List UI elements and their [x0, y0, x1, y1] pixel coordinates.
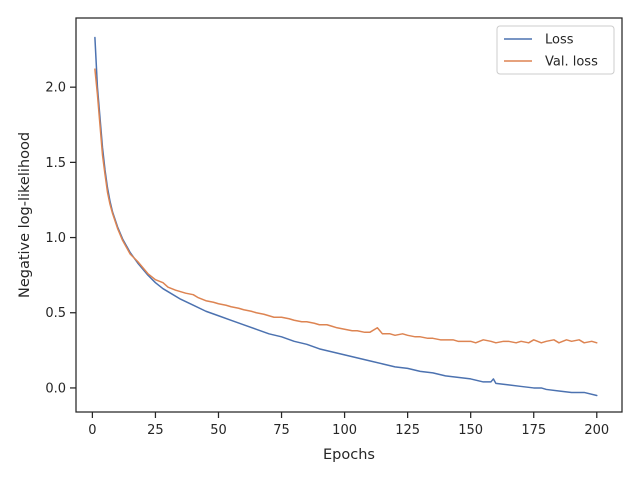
x-tick-label: 50 — [210, 423, 227, 438]
y-tick-label: 0.0 — [45, 381, 66, 396]
x-tick-label: 100 — [332, 423, 357, 438]
legend-label: Val. loss — [545, 55, 598, 70]
x-tick-label: 25 — [147, 423, 164, 438]
legend-box — [496, 25, 615, 75]
y-tick-label: 2.0 — [45, 81, 66, 96]
plot-frame — [75, 17, 623, 413]
legend-label: Loss — [545, 33, 574, 48]
y-tick-label: 1.5 — [45, 156, 66, 171]
x-tick-label: 0 — [88, 423, 96, 438]
x-axis-label: Epochs — [323, 447, 375, 463]
x-tick-label: 125 — [395, 423, 420, 438]
x-tick-label: 200 — [584, 423, 609, 438]
y-axis-ticks: 0.0 0.5 1.0 1.5 2.0 — [45, 81, 76, 396]
x-tick-label: 175 — [521, 423, 546, 438]
y-tick-label: 0.5 — [45, 306, 66, 321]
x-tick-label: 150 — [458, 423, 483, 438]
legend: Loss Val. loss — [496, 25, 615, 75]
y-tick-label: 1.0 — [45, 231, 66, 246]
x-tick-label: 75 — [273, 423, 290, 438]
y-axis-label: Negative log-likelihood — [17, 132, 33, 298]
series-layer — [94, 36, 598, 397]
x-axis-ticks: 0 25 50 75 100 125 150 175 200 — [88, 412, 609, 438]
series-line-2 — [94, 68, 598, 344]
